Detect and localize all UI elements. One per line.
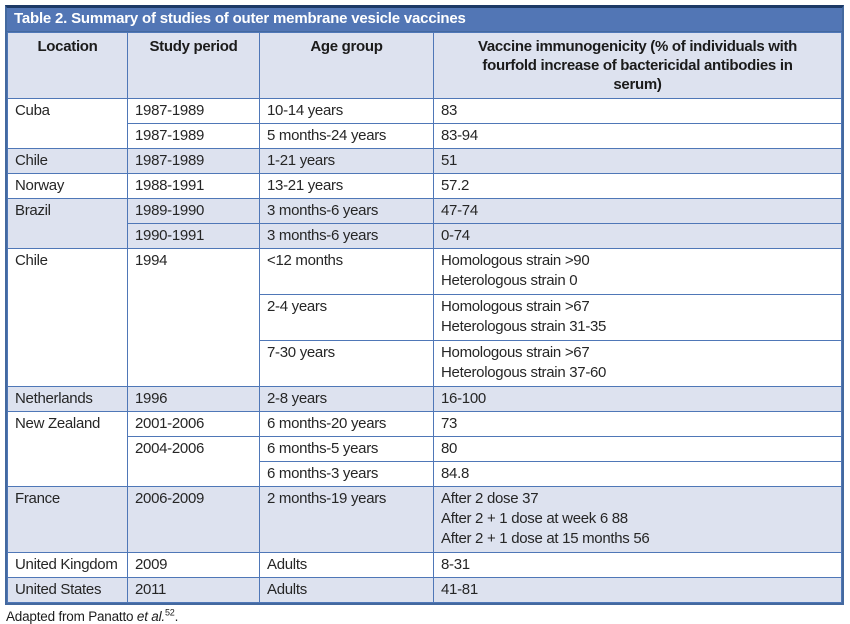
study-period-cell: 1990-1991	[127, 223, 260, 249]
col-header-location: Location	[7, 32, 128, 99]
study-period-cell: 1994	[127, 248, 260, 387]
study-period-cell: 2001-2006	[127, 411, 260, 437]
study-period-cell: 1988-1991	[127, 173, 260, 199]
immunogenicity-cell: 0-74	[433, 223, 842, 249]
age-group-cell: Adults	[259, 577, 434, 603]
table-row: 2004-2006 6 months-5 years 80	[8, 436, 842, 487]
source-note-etal: et al.	[136, 609, 165, 624]
source-note: Adapted from Panatto et al.52.	[5, 607, 845, 624]
table-body: Cuba 1987-1989 10-14 years 83 1987-1989 5 mon…	[7, 98, 842, 603]
age-group-cell: 1-21 years	[259, 148, 434, 174]
immunogenicity-cell: 16-100	[433, 386, 842, 412]
location-cell: United Kingdom	[7, 552, 128, 578]
cell-line: Homologous strain >67	[441, 344, 590, 361]
table-row: Brazil 1989-1990 3 months-6 years 47-74	[7, 198, 842, 249]
table-row: 1987-1989 5 months-24 years 83-94	[8, 123, 842, 149]
col-header-age-group: Age group	[259, 32, 434, 99]
table-row: Norway 1988-1991 13-21 years 57.2	[7, 173, 842, 199]
location-cell: Brazil	[7, 198, 128, 249]
table-row: 7-30 years Homologous strain >67 Heterolog…	[8, 340, 842, 387]
age-group-cell: Adults	[259, 552, 434, 578]
table-row: Chile 1987-1989 1-21 years 51	[7, 148, 842, 174]
table-row: 1990-1991 3 months-6 years 0-74	[8, 223, 842, 249]
age-group-cell: <12 months	[259, 248, 434, 295]
study-period-cell: 2009	[127, 552, 260, 578]
immunogenicity-cell: 80	[433, 436, 842, 462]
immunogenicity-cell: 51	[433, 148, 842, 174]
age-group-cell: 2-8 years	[259, 386, 434, 412]
age-group-cell: 7-30 years	[259, 340, 434, 387]
study-period-cell: 1987-1989	[127, 98, 260, 124]
cell-line: After 2 dose 37	[441, 490, 539, 507]
age-group-cell: 3 months-6 years	[259, 198, 434, 224]
immunogenicity-cell: 83	[433, 98, 842, 124]
age-group-cell: 6 months-3 years	[259, 461, 434, 487]
table-row: 2-4 years Homologous strain >67 Heterologo…	[8, 294, 842, 341]
immunogenicity-cell: Homologous strain >67 Heterologous strain…	[433, 340, 842, 387]
cell-line: Heterologous strain 37-60	[441, 364, 607, 381]
immunogenicity-cell: After 2 dose 37 After 2 + 1 dose at week …	[433, 486, 842, 553]
immunogenicity-cell: 84.8	[433, 461, 842, 487]
table-row: Netherlands 1996 2-8 years 16-100	[7, 386, 842, 412]
location-cell: France	[7, 486, 128, 553]
location-cell: United States	[7, 577, 128, 603]
col-header-immunogenicity: Vaccine immunogenicity (% of individuals…	[433, 32, 842, 99]
table-row: Chile 1994 <12 months Homologous strain >90…	[7, 248, 842, 387]
immunogenicity-cell: 73	[433, 411, 842, 437]
location-cell: Chile	[7, 248, 128, 387]
age-group-cell: 10-14 years	[259, 98, 434, 124]
table-title: Table 2. Summary of studies of outer mem…	[7, 8, 842, 32]
study-period-cell: 2011	[127, 577, 260, 603]
age-group-cell: 6 months-20 years	[259, 411, 434, 437]
location-cell: Chile	[7, 148, 128, 174]
immunogenicity-cell: 8-31	[433, 552, 842, 578]
age-group-cell: 5 months-24 years	[259, 123, 434, 149]
location-cell: Cuba	[7, 98, 128, 149]
table-row: France 2006-2009 2 months-19 years After 2 …	[7, 486, 842, 553]
table-row: New Zealand 2001-2006 6 months-20 years 73	[7, 411, 842, 487]
table-row: Cuba 1987-1989 10-14 years 83	[7, 98, 842, 149]
source-note-period: .	[174, 609, 179, 624]
age-group-cell: 3 months-6 years	[259, 223, 434, 249]
cell-line: Heterologous strain 31-35	[441, 318, 607, 335]
study-period-cell: 1989-1990	[127, 198, 260, 224]
col-header-study-period: Study period	[127, 32, 260, 99]
immunogenicity-cell: 41-81	[433, 577, 842, 603]
source-note-ref: 52	[164, 607, 175, 618]
immunogenicity-cell: Homologous strain >90 Heterologous strain…	[433, 248, 842, 295]
header-row: Location Study period Age group Vaccine …	[7, 32, 842, 99]
source-note-text: Adapted from Panatto	[6, 609, 137, 624]
location-cell: Norway	[7, 173, 128, 199]
cell-line: Homologous strain >67	[441, 298, 590, 315]
study-period-cell: 1987-1989	[127, 148, 260, 174]
immunogenicity-cell: 57.2	[433, 173, 842, 199]
immunogenicity-cell: Homologous strain >67 Heterologous strain…	[433, 294, 842, 341]
col-header-immunogenicity-text: Vaccine immunogenicity (% of individuals…	[477, 38, 798, 93]
cell-line: Homologous strain >90	[441, 252, 590, 269]
age-group-cell: 13-21 years	[259, 173, 434, 199]
age-group-cell: 6 months-5 years	[259, 436, 434, 462]
age-group-cell: 2-4 years	[259, 294, 434, 341]
age-group-cell: 2 months-19 years	[259, 486, 434, 553]
location-cell: Netherlands	[7, 386, 128, 412]
study-period-cell: 1996	[127, 386, 260, 412]
study-period-cell: 1987-1989	[127, 123, 260, 149]
location-cell: New Zealand	[7, 411, 128, 487]
omv-vaccine-table: Location Study period Age group Vaccine …	[7, 32, 842, 603]
table-container: Table 2. Summary of studies of outer mem…	[5, 5, 844, 605]
study-period-cell: 2006-2009	[127, 486, 260, 553]
table-row: United Kingdom 2009 Adults 8-31	[7, 552, 842, 578]
study-period-cell: 2004-2006	[127, 436, 260, 487]
immunogenicity-cell: 83-94	[433, 123, 842, 149]
table-row: 6 months-3 years 84.8	[8, 461, 842, 487]
cell-line: After 2 + 1 dose at week 6 88	[441, 510, 628, 527]
immunogenicity-cell: 47-74	[433, 198, 842, 224]
cell-line: After 2 + 1 dose at 15 months 56	[441, 530, 650, 547]
table-row: United States 2011 Adults 41-81	[7, 577, 842, 603]
cell-line: Heterologous strain 0	[441, 272, 578, 289]
